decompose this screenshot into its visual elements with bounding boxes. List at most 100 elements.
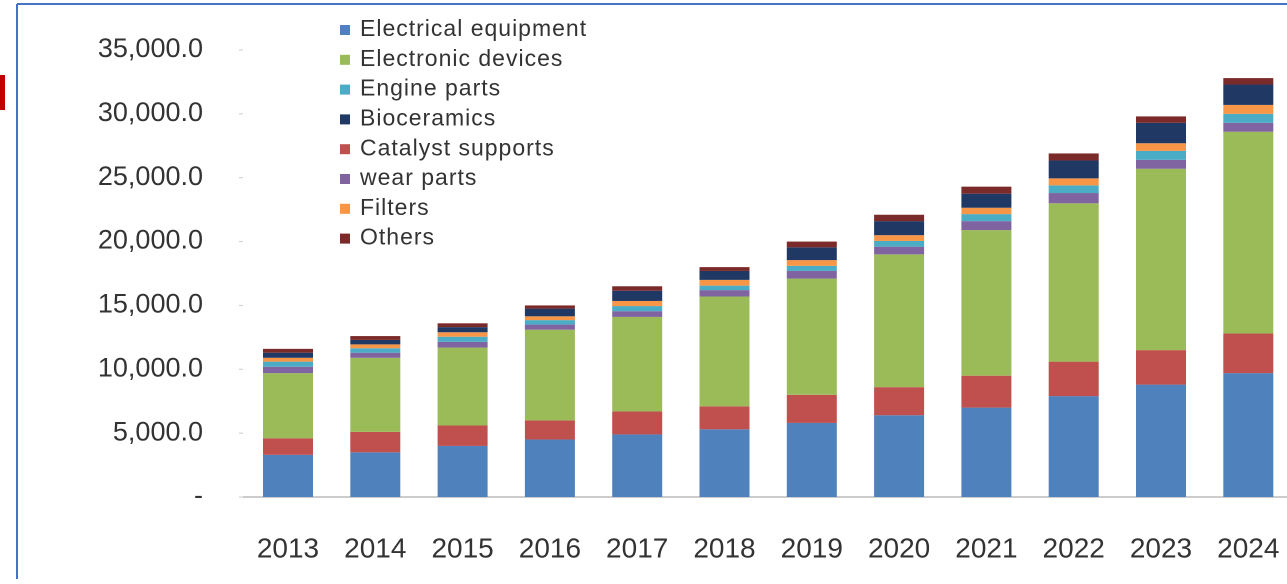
legend-label: Others	[360, 224, 435, 250]
bar-segment	[437, 323, 488, 328]
bar-segment	[350, 339, 401, 345]
bar-segment	[1048, 178, 1099, 186]
bar-segment	[1048, 193, 1099, 204]
bar-segment	[1048, 396, 1099, 497]
bar-segment	[786, 270, 837, 279]
y-tick-label: 25,000.0	[98, 161, 203, 191]
bar-segment	[350, 352, 401, 358]
x-tick-label: 2017	[606, 532, 668, 563]
bar-segment	[699, 285, 750, 291]
bar-segment	[699, 296, 750, 407]
bar-segment	[786, 278, 837, 395]
legend-label: Bioceramics	[360, 104, 496, 130]
bar-segment	[524, 324, 575, 330]
bar-segment	[437, 425, 488, 446]
bar-segment	[263, 373, 313, 439]
bar-segment	[699, 279, 750, 286]
x-tick-label: 2015	[431, 532, 493, 563]
bar-segment	[786, 247, 837, 261]
bar-segment	[961, 214, 1012, 222]
bar-segment	[699, 406, 750, 430]
bar-segment	[350, 452, 401, 497]
bar-segment	[524, 308, 575, 317]
bar-segment	[350, 344, 401, 349]
bar-segment	[612, 286, 663, 291]
y-tick-label: 30,000.0	[98, 97, 203, 127]
y-tick-label: 5,000.0	[113, 416, 203, 446]
bar-segment	[874, 221, 925, 236]
bar-segment	[263, 361, 313, 367]
bar-segment	[786, 422, 837, 497]
bar-segment	[612, 311, 663, 317]
bar-segment	[1223, 78, 1274, 85]
bar-segment	[437, 445, 488, 497]
bar-segment	[961, 407, 1012, 497]
legend-swatch	[340, 114, 350, 125]
bar-segment	[961, 207, 1012, 215]
legend-label: Engine parts	[360, 75, 501, 101]
bar-segment	[874, 246, 925, 255]
bar-segment	[1048, 203, 1099, 362]
bar-segment	[1223, 122, 1274, 132]
y-tick-label: 10,000.0	[98, 352, 203, 382]
x-tick-label: 2020	[868, 532, 930, 563]
legend-label: Filters	[360, 194, 430, 220]
bar-segment	[1223, 333, 1274, 374]
bar-segment	[1223, 373, 1274, 497]
x-tick-label: 2022	[1043, 532, 1105, 563]
x-tick-label: 2014	[344, 532, 406, 563]
y-tick-label: 15,000.0	[98, 289, 203, 319]
bar-segment	[612, 316, 663, 412]
bar-segment	[524, 305, 575, 309]
legend-swatch	[340, 84, 350, 95]
legend-label: wear parts	[359, 164, 477, 190]
bar-segment	[874, 415, 925, 497]
bar-segment	[612, 306, 663, 312]
bar-segment	[961, 230, 1012, 376]
bar-segment	[350, 348, 401, 353]
x-tick-label: 2016	[519, 532, 581, 563]
bar-segment	[350, 336, 401, 340]
bar-segment	[612, 434, 663, 497]
legend-swatch	[340, 144, 350, 155]
bar-segment	[786, 260, 837, 266]
x-tick-label: 2023	[1130, 532, 1192, 563]
legend-swatch	[340, 54, 350, 65]
bar-segment	[437, 347, 488, 426]
bar-segment	[524, 320, 575, 325]
y-tick-label: 35,000.0	[98, 33, 203, 63]
bar-segment	[961, 193, 1012, 208]
x-tick-label: 2019	[781, 532, 843, 563]
bar-segment	[350, 357, 401, 432]
bar-segment	[263, 357, 313, 362]
bar-segment	[699, 429, 750, 497]
bar-segment	[263, 438, 313, 455]
bar-segment	[786, 241, 837, 248]
bar-segment	[524, 439, 575, 497]
legend-label: Electrical equipment	[360, 15, 587, 41]
bar-segment	[1048, 361, 1099, 397]
bar-segment	[786, 394, 837, 423]
bar-segment	[1223, 104, 1274, 114]
x-tick-label: 2021	[955, 532, 1017, 563]
legend-swatch	[340, 233, 350, 244]
bar-segment	[1136, 350, 1186, 385]
bar-segment	[699, 270, 750, 280]
bar-segment	[524, 420, 575, 440]
bar-segment	[1136, 159, 1186, 169]
bar-segment	[1136, 143, 1186, 151]
bar-segment	[437, 336, 488, 342]
bar-segment	[961, 186, 1012, 194]
x-tick-label: 2013	[257, 532, 319, 563]
bar-segment	[874, 387, 925, 416]
bar-segment	[437, 327, 488, 333]
bar-segment	[1048, 185, 1099, 194]
legend-swatch	[340, 25, 350, 35]
bar-segment	[612, 411, 663, 435]
legend-swatch	[340, 203, 350, 214]
bar-segment	[263, 348, 313, 353]
edge-mark	[0, 75, 5, 110]
bar-segment	[1136, 116, 1186, 123]
bar-segment	[699, 290, 750, 297]
